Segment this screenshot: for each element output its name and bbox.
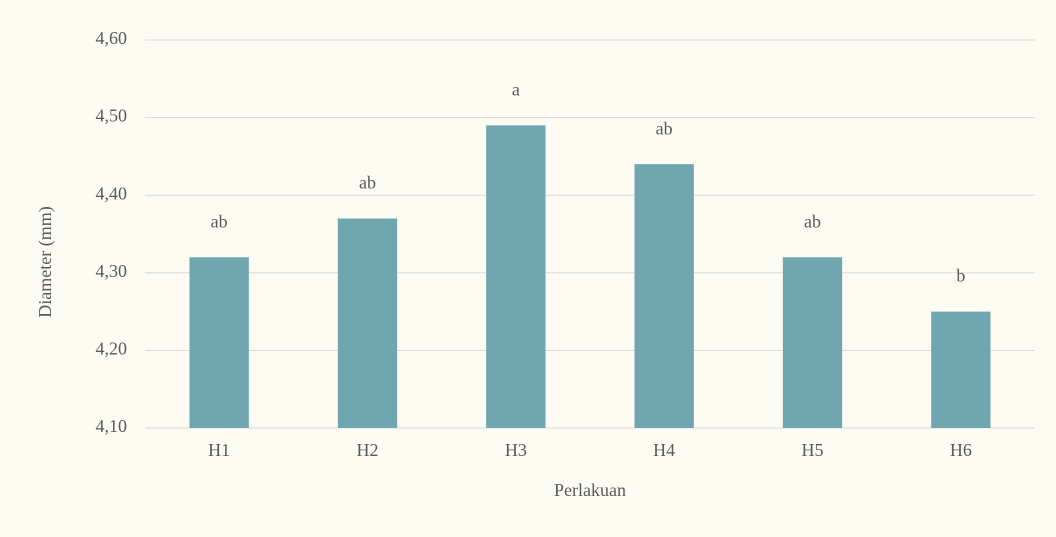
significance-letter: b <box>956 266 965 286</box>
y-tick-label: 4,60 <box>96 28 128 48</box>
x-tick-label: H5 <box>802 440 824 460</box>
chart: Diameter (mm) Perlakuan 4,10 4,20 4,30 4,40… <box>0 0 1056 537</box>
x-tick-label: H4 <box>653 440 675 460</box>
y-tick-label: 4,40 <box>96 183 128 203</box>
bar <box>635 164 694 428</box>
y-axis-label: Diameter (mm) <box>35 206 56 317</box>
significance-letter: a <box>512 79 520 99</box>
y-tick-label: 4,20 <box>96 339 128 359</box>
x-tick-label: H2 <box>357 440 379 460</box>
significance-letter: ab <box>359 173 376 193</box>
y-tick-label: 4,50 <box>96 106 128 126</box>
bar <box>338 218 397 428</box>
bar <box>190 257 249 428</box>
bar <box>783 257 842 428</box>
y-tick-label: 4,30 <box>96 261 128 281</box>
bar <box>931 312 990 428</box>
significance-letter: ab <box>656 118 673 138</box>
y-tick-label: 4,10 <box>96 416 128 436</box>
x-tick-label: H3 <box>505 440 527 460</box>
bar <box>486 125 545 428</box>
significance-letter: ab <box>211 211 228 231</box>
significance-letter: ab <box>804 211 821 231</box>
x-tick-label: H1 <box>208 440 230 460</box>
x-axis-label: Perlakuan <box>554 480 626 500</box>
x-tick-label: H6 <box>950 440 972 460</box>
